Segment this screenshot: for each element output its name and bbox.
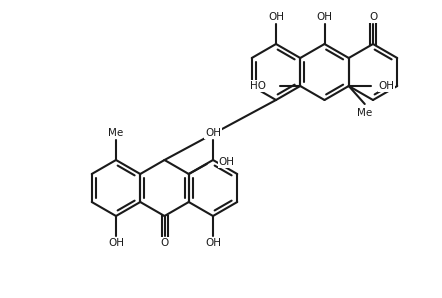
Text: OH: OH <box>268 12 284 22</box>
Text: OH: OH <box>108 238 124 248</box>
Text: OH: OH <box>219 157 235 167</box>
Text: O: O <box>160 238 169 248</box>
Text: Me: Me <box>357 108 372 118</box>
Text: OH: OH <box>205 128 221 138</box>
Text: HO: HO <box>250 81 266 91</box>
Text: OH: OH <box>205 238 221 248</box>
Text: OH: OH <box>316 12 332 22</box>
Text: O: O <box>369 12 377 22</box>
Text: OH: OH <box>379 81 395 91</box>
Text: Me: Me <box>108 128 124 138</box>
